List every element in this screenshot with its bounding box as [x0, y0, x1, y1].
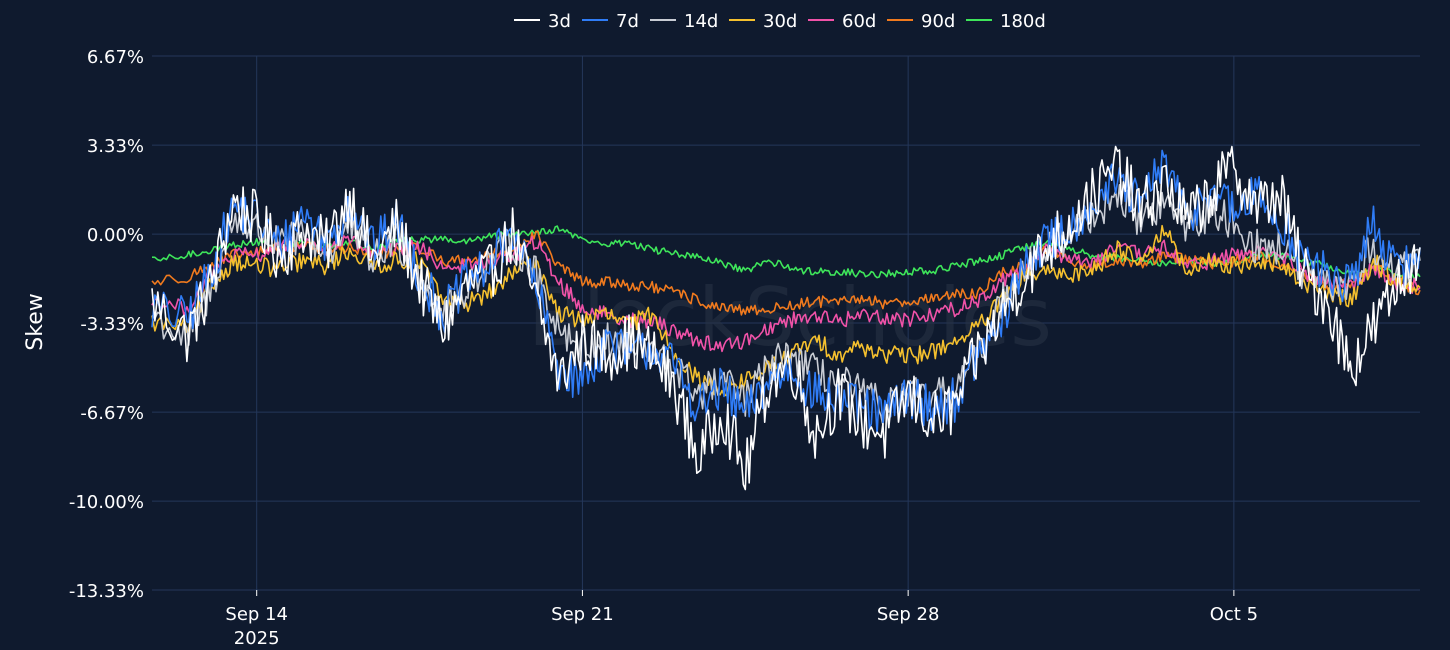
y-tick-label: 3.33%: [87, 136, 144, 157]
legend-item-30d[interactable]: 30d: [729, 11, 797, 32]
legend-label: 180d: [1000, 11, 1046, 32]
legend-item-7d[interactable]: 7d: [582, 11, 639, 32]
legend-label: 3d: [548, 11, 571, 32]
legend[interactable]: 3d 7d 14d 30d 60d 90d 180d: [514, 11, 1046, 32]
y-tick-label: -13.33%: [69, 581, 144, 602]
x-axis-ticks: Sep 14 2025 Sep 21 Sep 28 Oct 5: [225, 590, 1258, 649]
y-tick-label: -3.33%: [80, 314, 144, 335]
legend-item-180d[interactable]: 180d: [966, 11, 1046, 32]
x-tick-label: Sep 14: [225, 604, 288, 625]
legend-item-14d[interactable]: 14d: [650, 11, 718, 32]
legend-label: 60d: [842, 11, 876, 32]
legend-item-90d[interactable]: 90d: [887, 11, 955, 32]
legend-item-60d[interactable]: 60d: [808, 11, 876, 32]
x-tick-sublabel: 2025: [234, 628, 280, 649]
x-tick-label: Sep 28: [877, 604, 940, 625]
y-tick-label: 0.00%: [87, 225, 144, 246]
y-tick-label: 6.67%: [87, 47, 144, 68]
y-axis-label: Skew: [23, 293, 48, 350]
legend-label: 30d: [763, 11, 797, 32]
legend-item-3d[interactable]: 3d: [514, 11, 571, 32]
series-line-7d: [151, 149, 1421, 434]
legend-label: 14d: [684, 11, 718, 32]
series-line-14d: [151, 184, 1421, 426]
x-tick-label: Sep 21: [551, 604, 614, 625]
y-axis-ticks: 6.67% 3.33% 0.00% -3.33% -6.67% -10.00% -13.33…: [69, 47, 144, 602]
series-line-3d: [151, 145, 1421, 491]
y-tick-label: -6.67%: [80, 403, 144, 424]
x-tick-label: Oct 5: [1210, 604, 1258, 625]
series-lines: [151, 145, 1421, 491]
y-tick-label: -10.00%: [69, 492, 144, 513]
legend-label: 90d: [921, 11, 955, 32]
grid: [152, 55, 1420, 591]
legend-label: 7d: [616, 11, 639, 32]
